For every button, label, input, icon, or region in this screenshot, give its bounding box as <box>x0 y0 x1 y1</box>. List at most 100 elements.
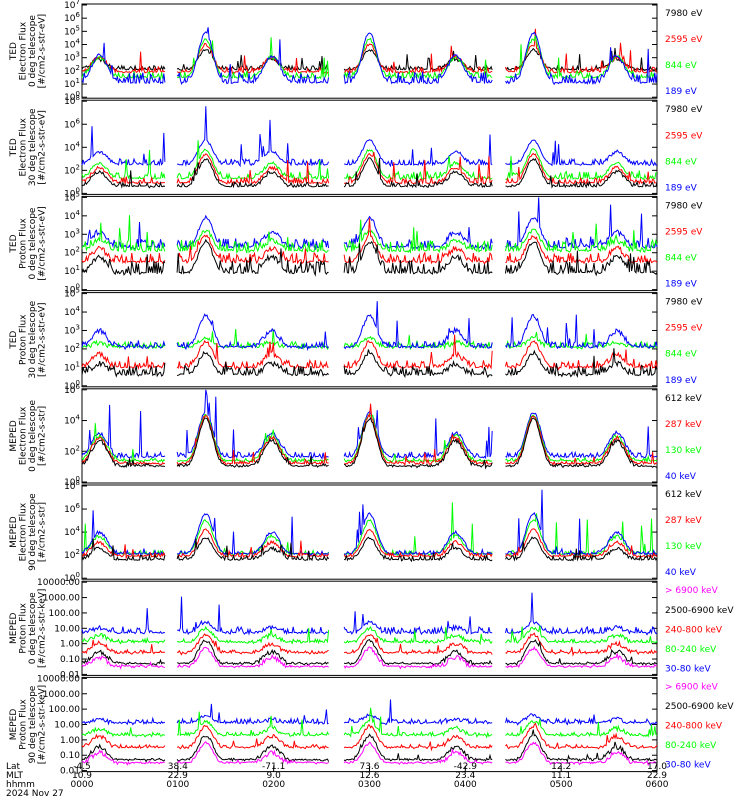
ylabel-line: Proton Flux <box>19 699 29 750</box>
series-line <box>81 215 658 254</box>
xtick-mlt: 22.9 <box>647 771 667 781</box>
xtick-hhmm: 0500 <box>550 780 573 790</box>
ytick-label: 100.00 <box>49 609 81 619</box>
ylabel-line: Proton Flux <box>19 218 29 269</box>
series-line <box>81 413 658 464</box>
mlt-row-label: MLT <box>6 771 24 781</box>
ylabel-line: [#/cm2-s-str-eV] <box>38 110 48 185</box>
panel-7: 0.01 0.10 1.00 10.00 100.00 1000.00 10000.00 ME… <box>9 578 734 680</box>
ylabel-line: Electron Flux <box>19 502 29 561</box>
legend-label: 7980 eV <box>665 105 703 115</box>
series-line <box>81 157 658 189</box>
xtick-lat: 38.4 <box>168 762 188 772</box>
legend-label: 844 eV <box>665 350 698 360</box>
series-line <box>81 238 658 277</box>
ytick-label: 102 <box>64 64 80 77</box>
ytick-label: 1.00 <box>60 736 80 746</box>
xtick-mlt: 22.9 <box>168 771 188 781</box>
legend-label: 130 keV <box>665 542 702 552</box>
ylabel-line: [#/cm2-s-str] <box>38 502 48 562</box>
xtick-lat: -42.9 <box>454 762 478 772</box>
series-line <box>81 389 658 460</box>
xtick-mlt: 11.1 <box>551 771 571 781</box>
xtick-lat: -71.1 <box>262 762 285 772</box>
ytick-label: 103 <box>64 227 80 240</box>
ytick-label: 101 <box>64 264 80 277</box>
legend-label: 7980 eV <box>665 9 703 19</box>
series-line <box>81 722 658 752</box>
ylabel-line: [#/cm2-s-str-keV] <box>38 685 48 764</box>
ylabel-line: 30 deg telescope <box>28 108 38 186</box>
series-line <box>81 403 657 467</box>
legend-label: 189 eV <box>665 280 698 290</box>
ytick-label: 104 <box>64 140 80 153</box>
legend-label: 2500-6900 keV <box>665 606 734 616</box>
xtick-mlt: 12.6 <box>359 771 379 781</box>
xtick-hhmm: 0300 <box>358 780 381 790</box>
panel-8: 0.01 0.10 1.00 10.00 100.00 1000.00 10000.00 ME… <box>9 674 734 776</box>
legend-label: 2595 eV <box>665 324 703 334</box>
series-line <box>81 528 658 560</box>
legend-label: > 6900 keV <box>665 682 719 692</box>
series-line <box>81 741 658 767</box>
ytick-label: 1.00 <box>60 640 80 650</box>
panel-frame <box>81 3 658 99</box>
ylabel-line: 90 deg telescope <box>28 493 38 571</box>
ylabel-line: 0 deg telescope <box>28 15 38 87</box>
legend-label: 240-800 keV <box>665 625 723 635</box>
legend-label: 2595 eV <box>665 227 703 237</box>
xtick-hhmm: 0200 <box>262 780 285 790</box>
ylabel-line: [#/cm2-s-str-keV] <box>38 589 48 668</box>
series-line <box>81 348 658 379</box>
legend-label: 612 keV <box>665 490 702 500</box>
xtick-lat: 73.6 <box>359 762 379 772</box>
legend-label: 287 keV <box>665 516 702 526</box>
ytick-label: 10000.00 <box>37 674 80 684</box>
legend-label: 189 eV <box>665 376 698 386</box>
legend-label: 2500-6900 keV <box>665 702 734 712</box>
ytick-label: 10000.00 <box>37 578 80 588</box>
xtick-lat: 12.2 <box>551 762 571 772</box>
ytick-label: 102 <box>64 342 80 355</box>
legend-label: 189 eV <box>665 183 698 193</box>
series-line <box>81 218 658 266</box>
xtick-lat: -4.5 <box>73 762 91 772</box>
series-line <box>81 625 658 646</box>
series-line <box>81 502 658 557</box>
series-line <box>81 638 658 667</box>
legend-label: 2595 eV <box>665 131 703 141</box>
panel-frame <box>81 292 658 388</box>
legend-label: 130 keV <box>665 446 702 456</box>
legend-label: 240-800 keV <box>665 722 723 732</box>
ytick-label: 102 <box>64 444 80 457</box>
ylabel-line: [#/cm2-s-str] <box>38 406 48 466</box>
legend-label: > 6900 keV <box>665 586 719 596</box>
ylabel-line: [#/cm2-s-str-eV] <box>38 14 48 89</box>
ytick-label: 103 <box>64 51 80 64</box>
series-line <box>81 106 658 168</box>
ytick-label: 104 <box>64 305 80 318</box>
ylabel-line: 0 deg telescope <box>28 399 38 471</box>
legend-label: 40 keV <box>665 472 697 482</box>
ytick-label: 104 <box>64 209 80 222</box>
ylabel-line: 0 deg telescope <box>28 207 38 279</box>
legend-label: 612 keV <box>665 394 702 404</box>
series-line <box>81 632 658 657</box>
ylabel-line: [#/cm2-s-str-eV] <box>38 302 48 377</box>
series-line <box>81 27 658 86</box>
legend-label: 7980 eV <box>665 298 703 308</box>
ytick-label: 0.10 <box>60 751 80 761</box>
legend-label: 7980 eV <box>665 201 703 211</box>
series-line <box>81 489 657 557</box>
ylabel-line: Proton Flux <box>19 602 29 653</box>
series-line <box>81 729 658 763</box>
panel-frame <box>81 484 658 580</box>
ytick-label: 104 <box>64 525 80 538</box>
ytick-label: 106 <box>64 502 80 515</box>
ylabel-line: TED <box>9 42 19 61</box>
xtick-hhmm: 0600 <box>646 780 669 790</box>
ylabel-line: Electron Flux <box>19 21 29 80</box>
legend-label: 844 eV <box>665 254 698 264</box>
